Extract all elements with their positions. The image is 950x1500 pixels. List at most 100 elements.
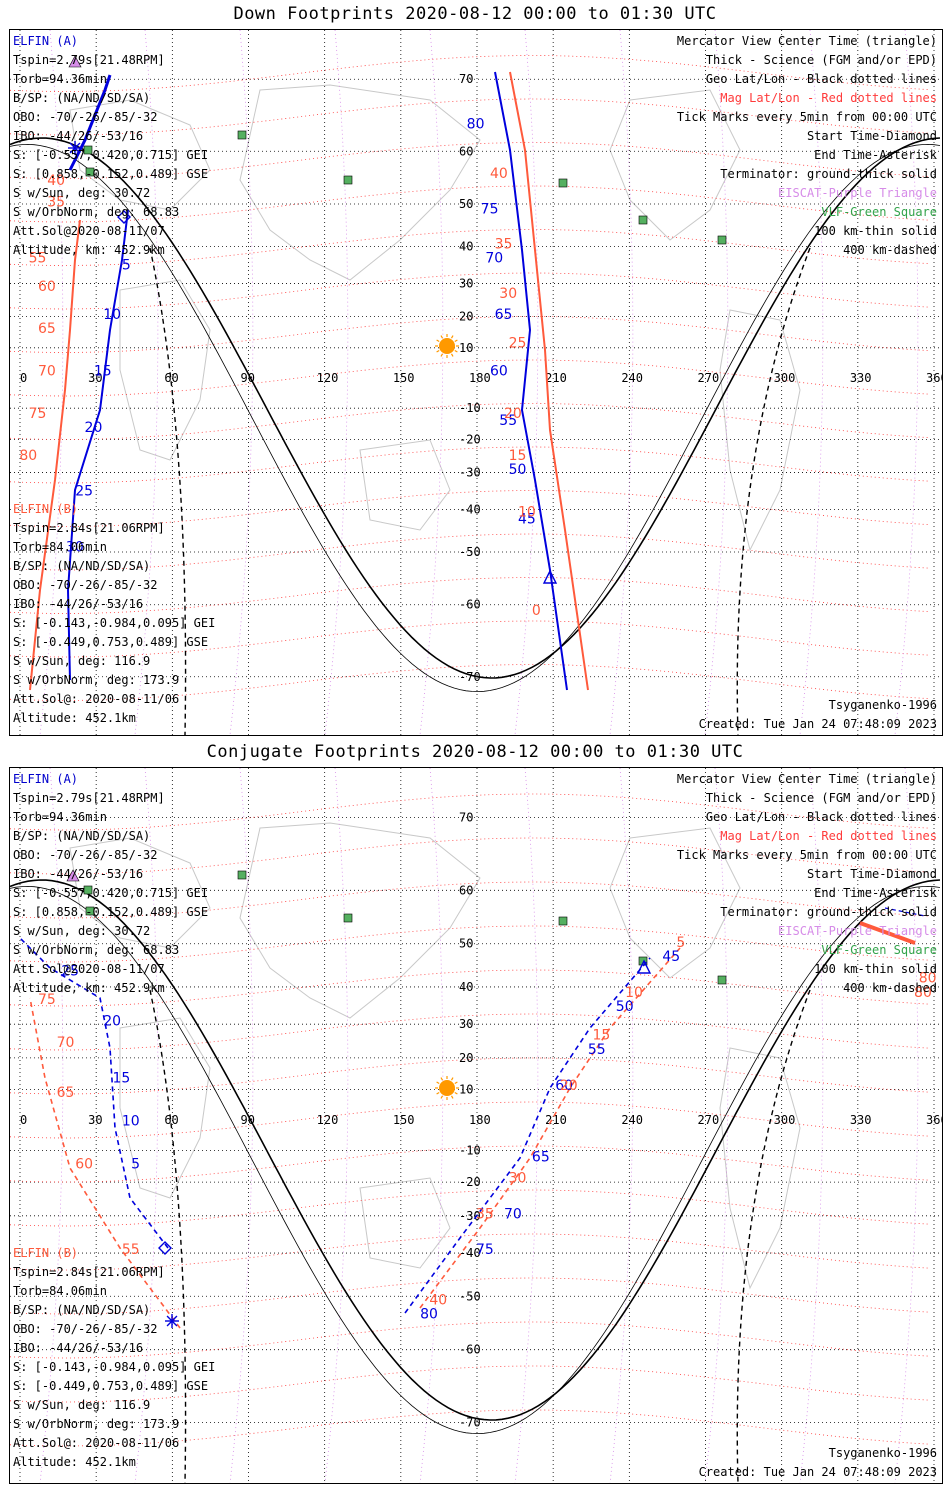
vlf-station-marker bbox=[638, 215, 648, 225]
elfin-b-time-tick: 80 bbox=[19, 448, 37, 464]
lon-tick-label: 180 bbox=[469, 1113, 491, 1127]
elfin-a-time-tick: 70 bbox=[504, 1206, 522, 1222]
continent-outline bbox=[609, 89, 741, 241]
elfin-b-conjugate-track bbox=[419, 947, 681, 1309]
terminator-100km bbox=[10, 143, 941, 693]
model-label: Tsyganenko-1996 bbox=[828, 698, 937, 712]
map-panel-down: 0306090120150180210240270300330360706050… bbox=[9, 29, 943, 736]
elfin-b-time-tick: 10 bbox=[625, 985, 643, 1001]
elfin-a-time-tick: 65 bbox=[532, 1149, 550, 1165]
vlf-station-marker bbox=[717, 975, 727, 985]
lat-tick-label: 10 bbox=[459, 341, 473, 355]
legend-item-10: 100 km-thin solid bbox=[814, 224, 937, 238]
elfin-a-line-4: IBO: -44/26/-53/16 bbox=[13, 129, 144, 143]
elfin-a-line-5: S: [-0.557,0.420,0.715] GEI bbox=[13, 148, 209, 162]
center-time-triangle bbox=[636, 959, 652, 974]
end-time-asterisk bbox=[166, 1315, 178, 1327]
elfin-b-line-1: Torb=84.06min bbox=[13, 1284, 107, 1298]
elfin-a-track bbox=[494, 71, 568, 691]
elfin-a-line-6: S: [0.858,-0.152,0.489] GSE bbox=[13, 905, 209, 919]
elfin-b-time-tick: 10 bbox=[518, 504, 536, 520]
elfin-a-time-tick: 5 bbox=[122, 258, 131, 274]
elfin-b-info: ELFIN (B) Tspin=2.84s[21.06RPM] Torb=84.0… bbox=[13, 500, 215, 725]
terminator-400km bbox=[736, 247, 811, 735]
terminator-400km bbox=[736, 989, 811, 1483]
vlf-station-marker bbox=[343, 913, 353, 923]
sun-ray bbox=[450, 1077, 454, 1081]
elfin-a-time-tick: 15 bbox=[94, 363, 112, 379]
elfin-a-info: ELFIN (A) Tspin=2.79s[21.48RPM] Torb=94.3… bbox=[13, 32, 208, 257]
elfin-a-line-3: OBO: -70/-26/-85/-32 bbox=[13, 848, 158, 862]
elfin-a-line-8: S w/OrbNorm, deg: 68.83 bbox=[13, 205, 180, 219]
elfin-b-time-tick: 40 bbox=[47, 173, 65, 189]
footer-info: Tsyganenko-1996 Created: Tue Jan 24 07:4… bbox=[699, 1444, 937, 1482]
lat-tick-label: 20 bbox=[459, 310, 473, 324]
elfin-a-line-1: Torb=94.36min bbox=[13, 810, 107, 824]
lat-tick-label: -20 bbox=[459, 432, 481, 446]
elfin-b-line-3: OBO: -70/-26/-85/-32 bbox=[13, 578, 158, 592]
mag-lon-line bbox=[419, 768, 444, 1483]
lat-tick-label: 70 bbox=[459, 72, 473, 86]
elfin-b-line-10: Altitude: 452.1km bbox=[13, 711, 136, 725]
legend-item-2: Geo Lat/Lon - Black dotted lines bbox=[705, 810, 937, 824]
elfin-a-time-tick: 20 bbox=[103, 1013, 121, 1029]
vlf-station-marker bbox=[83, 145, 93, 155]
elfin-b-track bbox=[29, 219, 81, 691]
created-label: Created: Tue Jan 24 07:48:09 2023 bbox=[698, 1465, 937, 1479]
legend-item-9: VLF-Green Square bbox=[821, 205, 937, 219]
elfin-b-science-track bbox=[859, 921, 916, 945]
sun-ray bbox=[436, 339, 440, 343]
legend-item-3: Mag Lat/Lon - Red dotted lines bbox=[720, 829, 937, 843]
elfin-a-time-tick: 10 bbox=[103, 307, 121, 323]
elfin-a-time-tick: 15 bbox=[113, 1071, 131, 1087]
lat-tick-label: 60 bbox=[459, 144, 473, 158]
elfin-a-line-10: Altitude, km: 452.9km bbox=[13, 243, 165, 257]
legend-item-11: 400 km-dashed bbox=[843, 243, 937, 257]
continent-outline bbox=[239, 822, 481, 1019]
mag-lon-line bbox=[39, 30, 64, 735]
lat-tick-label: -40 bbox=[459, 502, 481, 516]
lon-tick-label: 150 bbox=[393, 1113, 415, 1127]
elfin-b-time-tick: 5 bbox=[676, 935, 685, 951]
lat-tick-label: -70 bbox=[459, 1416, 481, 1430]
lat-tick-label: 20 bbox=[459, 1051, 473, 1065]
elfin-b-time-tick: 30 bbox=[509, 1171, 527, 1187]
sun-ray bbox=[436, 349, 440, 353]
lon-tick-label: 330 bbox=[850, 371, 872, 385]
elfin-b-time-tick: 55 bbox=[122, 1242, 140, 1258]
vlf-station-marker bbox=[85, 906, 95, 916]
sun-ray bbox=[454, 1091, 458, 1095]
legend: Mercator View Center Time (triangle) Thic… bbox=[677, 770, 937, 998]
lat-tick-label: -50 bbox=[459, 545, 481, 559]
start-time-diamond bbox=[158, 1241, 172, 1255]
elfin-b-line-8: S w/OrbNorm, deg: 173.9 bbox=[13, 673, 180, 687]
model-label: Tsyganenko-1996 bbox=[828, 1446, 937, 1460]
created-label: Created: Tue Jan 24 07:48:09 2023 bbox=[698, 717, 937, 731]
mag-lon-line bbox=[514, 30, 539, 735]
elfin-a-science-track bbox=[68, 74, 112, 171]
elfin-a-time-tick: 70 bbox=[485, 251, 503, 267]
lon-tick-label: 30 bbox=[88, 371, 102, 385]
elfin-a-time-tick: 25 bbox=[75, 483, 93, 499]
sun-ray bbox=[440, 1077, 444, 1081]
panel-title-down: Down Footprints 2020-08-12 00:00 to 01:3… bbox=[233, 4, 717, 24]
elfin-b-time-tick: 70 bbox=[38, 363, 56, 379]
legend-item-5: Start Time-Diamond bbox=[806, 867, 937, 881]
elfin-b-time-tick: 65 bbox=[57, 1085, 75, 1101]
elfin-b-conjugate-track bbox=[29, 997, 181, 1329]
elfin-a-track bbox=[66, 209, 129, 681]
elfin-b-time-tick: 75 bbox=[29, 406, 47, 422]
vlf-station-marker bbox=[558, 178, 568, 188]
legend-item-8: EISCAT-Purple Triangle bbox=[778, 186, 937, 200]
elfin-b-line-0: Tspin=2.84s[21.06RPM] bbox=[13, 1265, 165, 1279]
mag-lon-line bbox=[324, 30, 349, 735]
sun-ray bbox=[450, 335, 454, 339]
continent-outline bbox=[359, 1177, 451, 1269]
elfin-b-time-tick: 35 bbox=[476, 1206, 494, 1222]
elfin-b-time-tick: 80 bbox=[919, 971, 937, 987]
elfin-a-line-1: Torb=94.36min bbox=[13, 72, 107, 86]
elfin-a-line-2: B/SP: (NA/ND/SD/SA) bbox=[13, 91, 151, 105]
elfin-a-line-5: S: [-0.557,0.420,0.715] GEI bbox=[13, 886, 209, 900]
legend-item-6: End Time-Asterisk bbox=[814, 148, 937, 162]
vlf-station-marker bbox=[717, 235, 727, 245]
